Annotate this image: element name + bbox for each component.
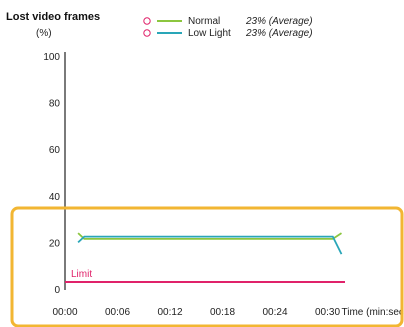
x-tick-label: 00:24 xyxy=(262,307,287,318)
y-axis-label: (%) xyxy=(36,28,52,39)
series-line-low-light xyxy=(77,235,343,255)
highlight-frame xyxy=(10,206,404,327)
y-tick-label: 0 xyxy=(54,285,60,296)
x-tick-label: 00:30 xyxy=(315,307,340,318)
legend-label: Low Light xyxy=(188,28,231,39)
y-tick-label: 80 xyxy=(49,99,61,110)
y-tick-label: 20 xyxy=(49,238,61,249)
limit-label: Limit xyxy=(71,269,92,280)
legend-label: Normal xyxy=(188,16,220,27)
plot-lines: Limit xyxy=(65,232,345,284)
x-tick-label: 00:00 xyxy=(52,307,77,318)
chart-title: Lost video frames xyxy=(6,11,100,23)
y-tick-label: 60 xyxy=(49,145,61,156)
x-tick-label: 00:18 xyxy=(210,307,235,318)
legend-summary: 23% (Average) xyxy=(245,16,313,27)
legend-marker-icon xyxy=(143,29,151,37)
y-axis: 0 20 40 60 80 100 xyxy=(43,52,66,296)
y-tick-label: 40 xyxy=(49,192,61,203)
legend-marker-icon xyxy=(143,17,151,25)
x-tick-label: 00:12 xyxy=(157,307,182,318)
highlight-frame-group xyxy=(10,206,404,327)
legend-summary: 23% (Average) xyxy=(245,28,313,39)
x-tick-label: 00:06 xyxy=(105,307,130,318)
x-axis-label: Time (min:sec) xyxy=(342,307,404,318)
series-line-normal xyxy=(77,232,342,240)
y-tick-label: 100 xyxy=(43,52,60,63)
x-axis: 00:00 00:06 00:12 00:18 00:24 00:30 Time (min:… xyxy=(52,307,404,318)
legend: Normal 23% (Average) Low Light 23% (Average… xyxy=(143,16,313,39)
